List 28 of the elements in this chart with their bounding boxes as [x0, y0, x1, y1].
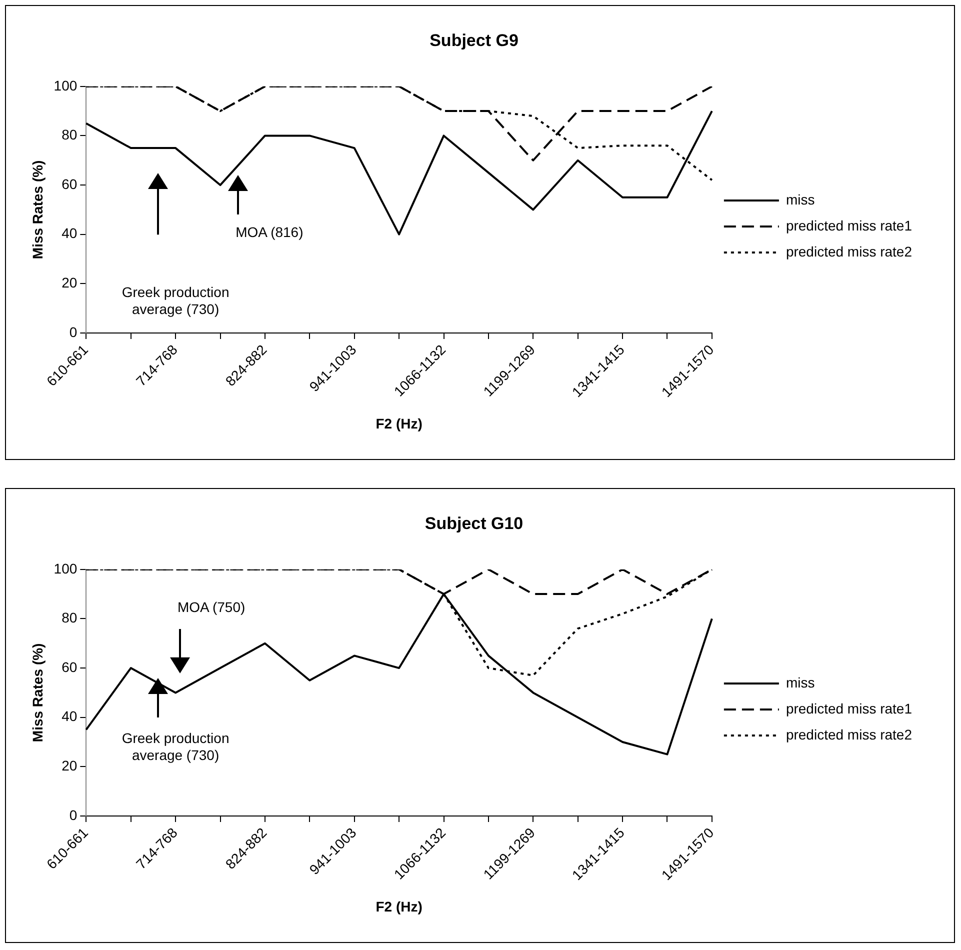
y-tick-label: 40 — [62, 225, 78, 242]
chart-title: Subject G9 — [430, 30, 518, 50]
legend-label: predicted miss rate2 — [786, 243, 912, 260]
legend-label: predicted miss rate1 — [786, 217, 912, 234]
legend-label: predicted miss rate1 — [786, 700, 912, 716]
y-tick-label: 80 — [62, 610, 78, 626]
annotation: MOA (816) — [234, 224, 304, 242]
annotation: MOA (750) — [176, 598, 246, 616]
y-tick-label: 20 — [62, 758, 78, 774]
chart-title: Subject G10 — [424, 514, 524, 533]
y-tick-label: 80 — [62, 126, 78, 143]
annotation: Greek production average (730) — [120, 284, 230, 318]
y-tick-label: 100 — [54, 560, 78, 576]
x-axis-title: F2 (Hz) — [376, 898, 422, 914]
y-tick-label: 40 — [62, 708, 78, 724]
legend-label: predicted miss rate2 — [786, 726, 912, 742]
y-tick-label: 0 — [69, 324, 78, 340]
legend-label: miss — [786, 674, 815, 690]
y-tick-label: 100 — [54, 77, 78, 94]
y-axis-title: Miss Rates (%) — [29, 160, 46, 260]
y-axis-title: Miss Rates (%) — [29, 643, 46, 742]
y-tick-label: 60 — [62, 658, 78, 675]
y-tick-label: 20 — [62, 274, 78, 291]
annotation: Greek production average (730) — [120, 730, 230, 764]
y-tick-label: 60 — [62, 176, 78, 192]
x-axis-title: F2 (Hz) — [376, 415, 422, 432]
y-tick-label: 0 — [69, 806, 78, 823]
legend-label: miss — [786, 191, 815, 208]
